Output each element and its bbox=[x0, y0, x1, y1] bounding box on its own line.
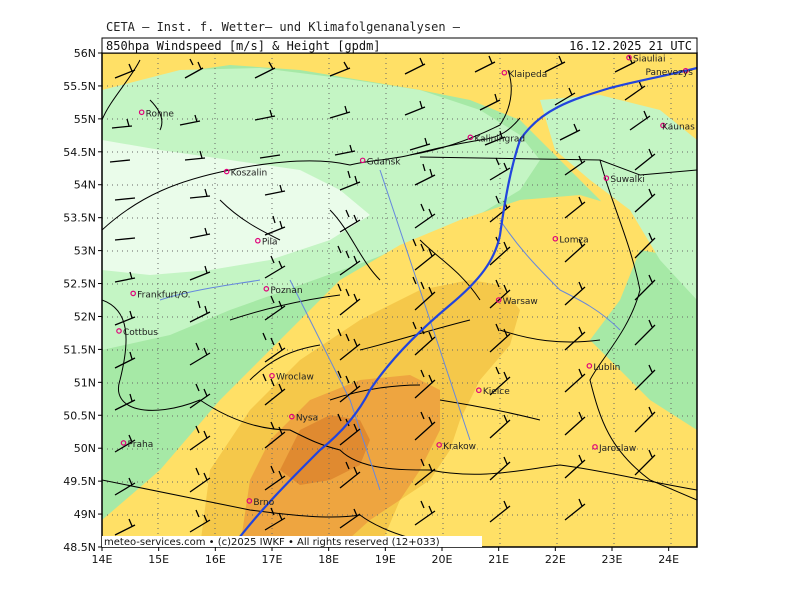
lon-tick-label: 22E bbox=[545, 553, 566, 566]
lon-tick-label: 19E bbox=[375, 553, 396, 566]
lat-tick-label: 51N bbox=[74, 376, 96, 389]
wind-barbs bbox=[109, 55, 656, 536]
city-label: Gdansk bbox=[367, 157, 402, 167]
city-marker bbox=[495, 297, 502, 303]
lat-tick-label: 55.5N bbox=[63, 80, 96, 93]
city-marker bbox=[660, 122, 666, 129]
lon-tick-label: 20E bbox=[432, 553, 453, 566]
city-label: Siauliai bbox=[633, 55, 665, 65]
lon-tick-label: 16E bbox=[205, 553, 226, 566]
header-bar bbox=[101, 37, 698, 54]
lat-tick-label: 51.5N bbox=[63, 343, 96, 356]
wind-fill-green-northeast bbox=[540, 95, 697, 300]
lon-tick-label: 14E bbox=[92, 553, 113, 566]
axis-ticks: 14E 15E 16E 17E 18E 19E 20E 21E 22E 23E 24E 56N 55.5… bbox=[63, 47, 679, 566]
lat-tick-label: 52N bbox=[74, 310, 96, 323]
city-marker bbox=[592, 444, 598, 450]
lat-tick-label: 54N bbox=[74, 179, 96, 192]
lat-tick-label: 53N bbox=[74, 245, 96, 258]
city-marker bbox=[586, 363, 593, 369]
city-label: Krakow bbox=[443, 442, 476, 452]
city-label: Ronne bbox=[146, 109, 175, 119]
lon-tick-label: 23E bbox=[602, 553, 623, 566]
height-contour bbox=[231, 66, 697, 547]
city-marker bbox=[626, 54, 632, 61]
city-label: Kielce bbox=[483, 387, 510, 397]
city-label: Brno bbox=[253, 498, 274, 508]
footer-credit: meteo-services.com • (c)2025 IWKF • All … bbox=[104, 537, 440, 548]
city-marker bbox=[552, 235, 559, 242]
city-marker bbox=[116, 328, 122, 334]
lon-tick-label: 17E bbox=[262, 553, 283, 566]
city-label: Cottbus bbox=[123, 328, 158, 338]
product-title: 850hpa Windspeed [m/s] & Height [gpdm] bbox=[106, 39, 381, 53]
city-marker bbox=[130, 290, 136, 297]
city-label: Koszalin bbox=[231, 169, 268, 179]
borders bbox=[102, 59, 697, 547]
city-label: Lublin bbox=[593, 363, 620, 373]
lon-tick-label: 21E bbox=[488, 553, 509, 566]
city-marker bbox=[120, 440, 127, 446]
city-marker bbox=[436, 442, 442, 448]
city-marker bbox=[269, 372, 275, 379]
footer-bar bbox=[102, 536, 482, 547]
lat-tick-label: 55N bbox=[74, 113, 96, 126]
city-marker bbox=[359, 157, 366, 164]
city-label: Jaroslaw bbox=[598, 444, 636, 454]
lat-tick-label: 53.5N bbox=[63, 212, 96, 225]
city-marker bbox=[467, 134, 474, 141]
city-label: Pila bbox=[262, 238, 278, 248]
city-marker bbox=[501, 69, 508, 76]
city-label: Poznan bbox=[270, 286, 302, 296]
city-marker bbox=[289, 413, 295, 420]
city-label: Suwalki bbox=[610, 175, 645, 185]
city-label: Panevezys bbox=[646, 68, 694, 78]
lon-tick-label: 18E bbox=[318, 553, 339, 566]
lat-tick-label: 49N bbox=[74, 508, 96, 521]
city-label: Nysa bbox=[296, 414, 318, 424]
city-markers: Ronne Klaipeda Siauliai Panevezys Kaunas Kali… bbox=[116, 54, 695, 508]
city-marker bbox=[682, 67, 689, 74]
lon-tick-label: 24E bbox=[658, 553, 679, 566]
agency-title: CETA — Inst. f. Wetter— und Klimafolgena… bbox=[106, 20, 461, 34]
city-label: Praha bbox=[128, 440, 154, 450]
city-label: Kaunas bbox=[662, 122, 695, 132]
rivers bbox=[159, 169, 621, 491]
city-label: Frankfurt/O. bbox=[137, 290, 190, 300]
city-marker bbox=[263, 286, 270, 292]
city-marker bbox=[603, 175, 610, 181]
city-marker bbox=[246, 498, 253, 504]
lat-tick-label: 56N bbox=[74, 47, 96, 60]
city-label: Klaipeda bbox=[508, 70, 547, 80]
wind-fill-lightest bbox=[102, 140, 370, 275]
lat-tick-label: 52.5N bbox=[63, 278, 96, 291]
lat-tick-label: 48.5N bbox=[63, 541, 96, 554]
city-marker bbox=[138, 109, 145, 116]
city-label: Lomza bbox=[559, 236, 588, 246]
lat-tick-label: 50.5N bbox=[63, 409, 96, 422]
city-marker bbox=[223, 168, 230, 175]
lat-tick-label: 50N bbox=[74, 442, 96, 455]
valid-time: 16.12.2025 21 UTC bbox=[569, 39, 692, 53]
city-label: Warsaw bbox=[503, 297, 538, 307]
city-label: Kaliningrad bbox=[474, 134, 525, 144]
lat-tick-label: 49.5N bbox=[63, 475, 96, 488]
city-marker bbox=[255, 237, 261, 244]
lat-tick-label: 54.5N bbox=[63, 146, 96, 159]
city-marker bbox=[476, 387, 482, 394]
wind-fill-yellow-south bbox=[460, 485, 600, 547]
city-label: Wroclaw bbox=[276, 373, 314, 383]
lon-tick-label: 15E bbox=[148, 553, 169, 566]
